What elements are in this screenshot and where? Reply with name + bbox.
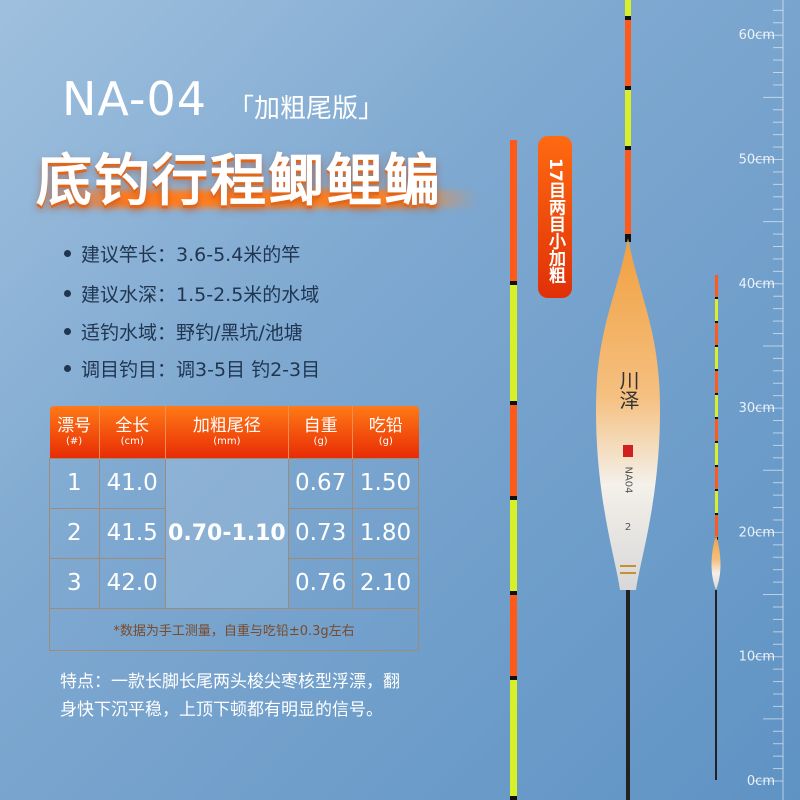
table-note: *数据为手工测量，自重与吃铅±0.3g左右 xyxy=(49,607,419,651)
band xyxy=(715,321,718,324)
segment xyxy=(510,680,517,800)
feature-item: 建议竿长：3.6-5.4米的竿 xyxy=(64,240,300,267)
edition-label: 「加粗尾版」 xyxy=(228,94,385,124)
segment xyxy=(625,150,631,238)
segment xyxy=(715,299,718,323)
feature-item: 适钓水域：野钓/黑坑/池塘 xyxy=(64,318,303,345)
segment xyxy=(715,395,718,419)
ruler: 60cm 50cm 40cm 30cm 20cm 10cm 0cm xyxy=(739,0,784,800)
feature-item: 建议水深：1.5-2.5米的水域 xyxy=(64,280,319,307)
ruler-label: 20cm xyxy=(739,525,775,540)
float-label: NA04 xyxy=(623,466,634,493)
segment xyxy=(715,371,718,395)
segment xyxy=(715,275,718,299)
bullet-icon xyxy=(64,250,71,257)
band xyxy=(715,297,718,300)
table-row: 2 41.5 0.73 1.80 xyxy=(49,507,419,559)
band xyxy=(715,417,718,420)
band xyxy=(715,393,718,396)
feature-item: 调目钓目：调3-5目 钓2-3目 xyxy=(64,355,320,382)
band xyxy=(715,345,718,348)
feature-badge: 17目两目小加粗 xyxy=(538,136,572,298)
segment xyxy=(715,347,718,371)
small-float xyxy=(715,275,718,540)
feature-text: 建议水深：1.5-2.5米的水域 xyxy=(81,284,320,306)
segment xyxy=(510,285,517,405)
segment xyxy=(715,443,718,467)
float-number: 2 xyxy=(625,522,631,533)
band xyxy=(510,796,517,800)
seal-icon xyxy=(623,445,633,457)
col-header: 漂号 (#) xyxy=(49,406,100,458)
ruler-label: 10cm xyxy=(739,650,775,665)
table-header: 漂号 (#) 全长 (cm) 加粗尾径 (mm) 自重 (g) 吃铅 (g) xyxy=(49,406,419,458)
bullet-icon xyxy=(64,290,71,297)
col-header: 加粗尾径 (mm) xyxy=(165,406,290,458)
segment xyxy=(715,419,718,443)
bullet-icon xyxy=(64,365,71,372)
segment xyxy=(510,140,517,285)
col-header: 自重 (g) xyxy=(288,406,354,458)
segment xyxy=(625,90,631,150)
tail-stick-left xyxy=(510,140,517,800)
feature-text: 适钓水域：野钓/黑坑/池塘 xyxy=(81,322,303,344)
col-header: 全长 (cm) xyxy=(99,406,166,458)
model-number: NA-04 xyxy=(62,72,207,126)
bullet-icon xyxy=(64,328,71,335)
feature-text: 调目钓目：调3-5目 钓2-3目 xyxy=(81,359,321,381)
ruler-label: 40cm xyxy=(739,277,775,292)
band xyxy=(715,465,718,468)
ruler-label: 0cm xyxy=(747,774,775,789)
product-title: 底钓行程鲫鲤鳊 xyxy=(36,149,442,214)
tail-stick-main xyxy=(625,0,631,242)
ruler-label: 30cm xyxy=(739,401,775,416)
band xyxy=(715,441,718,444)
float-brand: 川泽 xyxy=(616,370,640,410)
spec-table: 漂号 (#) 全长 (cm) 加粗尾径 (mm) 自重 (g) 吃铅 (g) 1 41.0 0… xyxy=(49,406,419,651)
ruler-label: 60cm xyxy=(739,28,775,43)
segment xyxy=(510,500,517,595)
table-row: 3 42.0 0.76 2.10 xyxy=(49,557,419,609)
col-header: 吃铅 (g) xyxy=(352,406,419,458)
feature-text: 建议竿长：3.6-5.4米的竿 xyxy=(81,244,301,266)
table-row: 1 41.0 0.70-1.10 0.67 1.50 xyxy=(49,457,419,609)
title-underline xyxy=(38,190,478,208)
segment xyxy=(510,595,517,680)
tail-diameter: 0.70-1.10 xyxy=(164,457,290,609)
float-leg xyxy=(626,590,630,800)
segment xyxy=(625,20,631,90)
float-body xyxy=(596,238,660,590)
description: 特点：一款长脚长尾两头梭尖枣核型浮漂，翻身快下沉平稳，上顶下顿都有明显的信号。 xyxy=(60,672,400,720)
segment xyxy=(715,467,718,491)
segment xyxy=(715,515,718,539)
segment xyxy=(715,323,718,347)
band xyxy=(715,489,718,492)
segment xyxy=(715,491,718,515)
small-float-body xyxy=(711,535,721,590)
ruler-label: 50cm xyxy=(739,153,775,168)
band xyxy=(715,369,718,372)
segment xyxy=(510,405,517,500)
segment xyxy=(625,0,631,20)
band xyxy=(715,513,718,516)
